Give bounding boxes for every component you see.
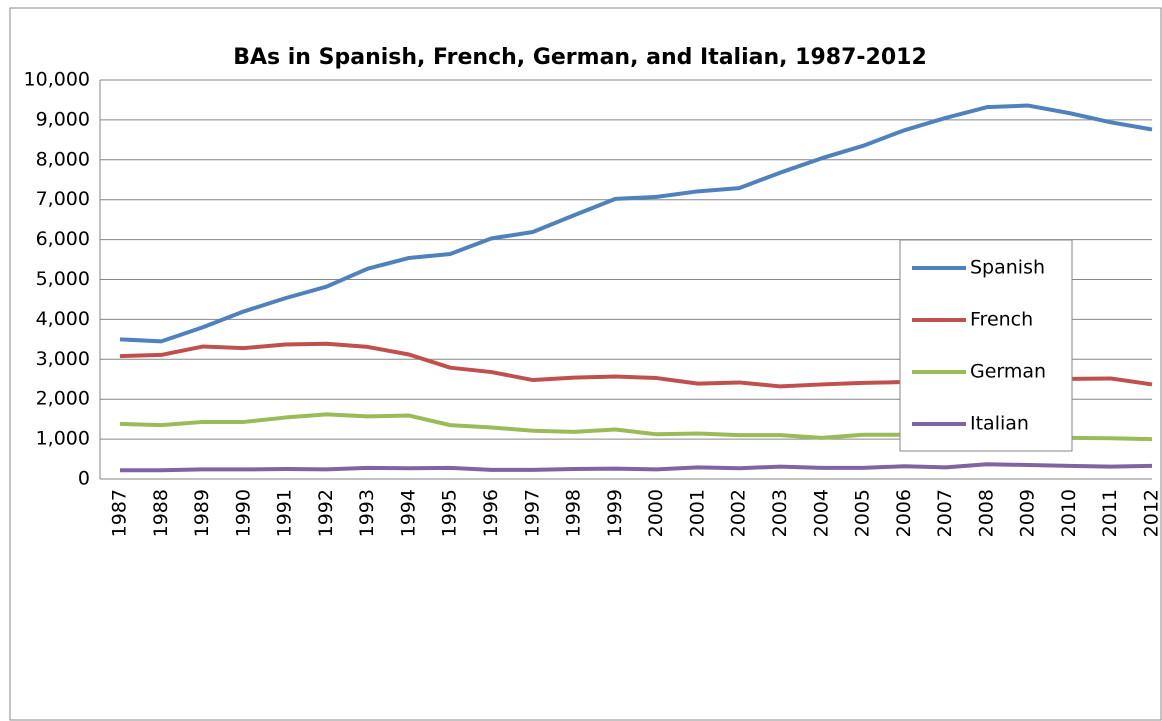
x-tick-label: 2001 bbox=[686, 489, 708, 537]
x-tick-label: 1990 bbox=[232, 489, 254, 537]
y-tick-label: 7,000 bbox=[36, 188, 90, 210]
x-tick-label: 2006 bbox=[893, 489, 915, 537]
series-line bbox=[120, 462, 1153, 473]
x-tick-label: 2003 bbox=[769, 489, 791, 537]
x-tick-label: 1998 bbox=[563, 489, 585, 537]
x-tick-label: 2004 bbox=[810, 489, 832, 537]
x-tick-label: 2011 bbox=[1099, 489, 1121, 537]
y-tick-label: 10,000 bbox=[24, 69, 90, 91]
legend-label: French bbox=[970, 309, 1033, 331]
y-tick-label: 8,000 bbox=[36, 148, 90, 170]
chart-title: BAs in Spanish, French, German, and Ital… bbox=[233, 45, 927, 70]
y-tick-label: 0 bbox=[78, 468, 90, 490]
x-tick-label: 1997 bbox=[521, 489, 543, 537]
x-tick-label: 2010 bbox=[1058, 489, 1080, 537]
x-tick-label: 1999 bbox=[604, 489, 626, 537]
x-tick-label: 2007 bbox=[934, 489, 956, 537]
x-tick-label: 1987 bbox=[109, 489, 131, 537]
x-tick-label: 2012 bbox=[1141, 489, 1162, 537]
x-tick-label: 1994 bbox=[397, 489, 419, 537]
y-tick-label: 3,000 bbox=[36, 348, 90, 370]
y-tick-label: 9,000 bbox=[36, 108, 90, 130]
legend-label: Italian bbox=[970, 413, 1029, 435]
x-tick-label: 2002 bbox=[728, 489, 750, 537]
x-tick-label: 2008 bbox=[975, 489, 997, 537]
y-tick-label: 1,000 bbox=[36, 428, 90, 450]
y-tick-label: 4,000 bbox=[36, 308, 90, 330]
x-tick-label: 1993 bbox=[356, 489, 378, 537]
x-tick-label: 1992 bbox=[315, 489, 337, 537]
x-tick-label: 2000 bbox=[645, 489, 667, 537]
x-tick-label: 1995 bbox=[439, 489, 461, 537]
y-tick-label: 2,000 bbox=[36, 388, 90, 410]
legend-box bbox=[899, 239, 1073, 452]
x-tick-label: 2009 bbox=[1017, 489, 1039, 537]
x-tick-label: 1988 bbox=[150, 489, 172, 537]
x-tick-label: 2005 bbox=[852, 489, 874, 537]
legend-label: German bbox=[970, 361, 1046, 383]
y-tick-label: 6,000 bbox=[36, 228, 90, 250]
y-tick-label: 5,000 bbox=[36, 268, 90, 290]
x-tick-label: 1989 bbox=[191, 489, 213, 537]
legend-label: Spanish bbox=[970, 257, 1045, 279]
series-line bbox=[119, 103, 1153, 344]
x-tick-label: 1991 bbox=[274, 489, 296, 537]
x-tick-label: 1996 bbox=[480, 489, 502, 537]
